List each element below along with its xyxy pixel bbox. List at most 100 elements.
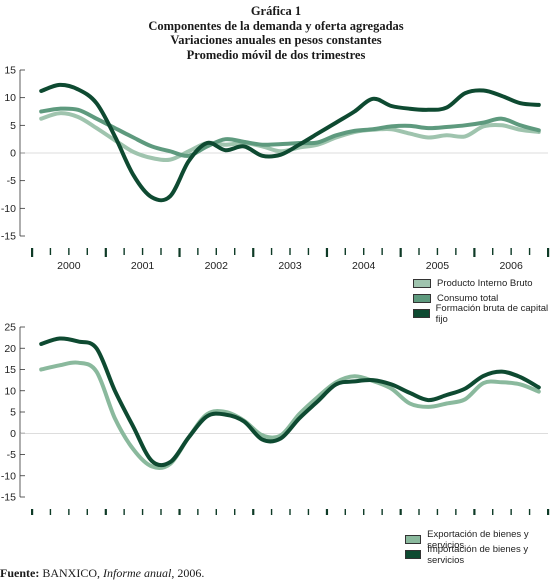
x-tick: [215, 248, 217, 255]
x-tick: [178, 509, 181, 515]
x-tick: [418, 248, 420, 255]
figure-number: Gráfica 1: [250, 4, 302, 18]
x-tick: [68, 248, 70, 255]
legend-item: Formación bruta de capital fijo: [413, 303, 552, 325]
x-tick: [160, 248, 162, 255]
x-tick: [31, 248, 34, 257]
x-tick: [289, 509, 291, 515]
x-tick: [473, 248, 476, 257]
y-tick-label: -15: [1, 492, 16, 504]
y-tick-label: 15: [4, 364, 16, 376]
x-tick: [86, 509, 88, 515]
y-tick-label: -15: [1, 231, 16, 243]
x-tick: [325, 509, 329, 515]
legend-swatch: [413, 294, 431, 303]
x-tick: [399, 248, 402, 257]
x-tick: [31, 509, 34, 515]
x-tick: [381, 248, 383, 255]
x-tick: [455, 509, 457, 515]
x-tick: [104, 248, 107, 257]
x-tick-label: 2004: [352, 260, 376, 272]
chart-title-block: Gráfica 1 Componentes de la demanda y of…: [0, 4, 552, 62]
x-tick-label: 2000: [57, 260, 81, 272]
x-tick: [178, 248, 181, 257]
source-year: , 2006.: [171, 566, 205, 580]
x-tick: [510, 248, 512, 255]
source-institution: BANXICO,: [42, 566, 100, 580]
series-line-1: [39, 336, 541, 468]
y-tick-label: 10: [4, 92, 16, 104]
x-tick: [547, 509, 550, 515]
series-line-2: [39, 82, 541, 203]
x-tick: [234, 248, 236, 255]
x-tick: [381, 509, 383, 515]
x-tick: [141, 509, 144, 515]
legend-label: Producto Interno Bruto: [437, 278, 533, 289]
series-line-0: [39, 360, 541, 470]
legend-swatch: [405, 535, 422, 544]
x-tick: [234, 509, 236, 515]
y-tick-label: 10: [4, 385, 16, 397]
x-tick: [49, 509, 52, 515]
x-tick: [270, 509, 273, 515]
x-tick-label: 2002: [205, 260, 229, 272]
legend-label: Importación de bienes y servicios: [427, 543, 529, 566]
x-tick: [160, 509, 162, 515]
y-tick-label: -10: [1, 470, 16, 482]
source-publication: Informe anual: [103, 566, 172, 580]
y-tick-label: 0: [10, 428, 16, 440]
legend-label: Consumo total: [437, 293, 499, 304]
x-tick: [86, 248, 88, 255]
x-tick: [197, 248, 199, 255]
legend-label: Exportación de bienes y servicios: [427, 528, 529, 551]
figure-subtitle-2: Promedio móvil de dos trimestres: [186, 47, 366, 62]
x-tick: [399, 509, 402, 515]
y-tick-label: -5: [7, 175, 16, 187]
x-tick: [528, 248, 531, 255]
x-tick: [528, 509, 531, 515]
x-tick: [141, 248, 144, 255]
y-tick-label: -10: [1, 203, 16, 215]
x-tick: [547, 248, 550, 257]
legend-item: Producto Interno Bruto: [413, 277, 552, 290]
x-tick: [289, 248, 291, 255]
chart-aggregate-demand: 15 10 5 0 -5 -10 -15 2000 2001 2002 2003 2004 2005 20…: [1, 65, 550, 272]
x-tick-label: 2005: [426, 260, 450, 272]
x-tick-label: 2001: [131, 260, 155, 272]
x-tick: [436, 248, 439, 255]
x-tick: [68, 509, 70, 515]
x-tick-label: 2003: [278, 260, 302, 272]
x-tick: [123, 509, 125, 515]
x-tick: [325, 248, 329, 257]
chart-trade: 2520151050-5-10-152000200120022003200420…: [1, 322, 550, 515]
x-tick: [123, 248, 125, 255]
legend-swatch: [413, 279, 431, 288]
x-tick: [104, 509, 107, 515]
x-tick: [252, 248, 255, 257]
figure-subtitle: Variaciones anuales en pesos constantes: [170, 33, 382, 47]
y-tick-label: 15: [4, 65, 16, 77]
legend-item: Exportación de bienes y servicios: [405, 529, 552, 551]
x-tick: [344, 509, 346, 515]
source-note: Fuente: BANXICO, Informe anual, 2006.: [0, 566, 204, 581]
x-tick: [492, 248, 494, 255]
x-tick: [197, 509, 199, 515]
x-tick: [492, 509, 494, 515]
x-tick: [363, 248, 365, 255]
x-tick: [436, 509, 439, 515]
x-tick: [363, 509, 365, 515]
y-tick-label: 25: [4, 322, 16, 334]
y-tick-label: -5: [7, 449, 16, 461]
x-tick-label: 2006: [499, 260, 523, 272]
x-tick: [215, 509, 217, 515]
legend-swatch: [405, 550, 422, 559]
x-tick: [307, 509, 310, 515]
source-label: Fuente:: [0, 566, 40, 580]
x-tick: [455, 248, 457, 255]
legend-swatch: [413, 309, 430, 318]
x-tick: [510, 509, 512, 515]
figure-title: Componentes de la demanda y oferta agreg…: [148, 18, 404, 33]
y-tick-label: 5: [10, 407, 16, 419]
x-tick: [307, 248, 310, 255]
legend-label: Formación bruta de capital fijo: [435, 302, 549, 325]
